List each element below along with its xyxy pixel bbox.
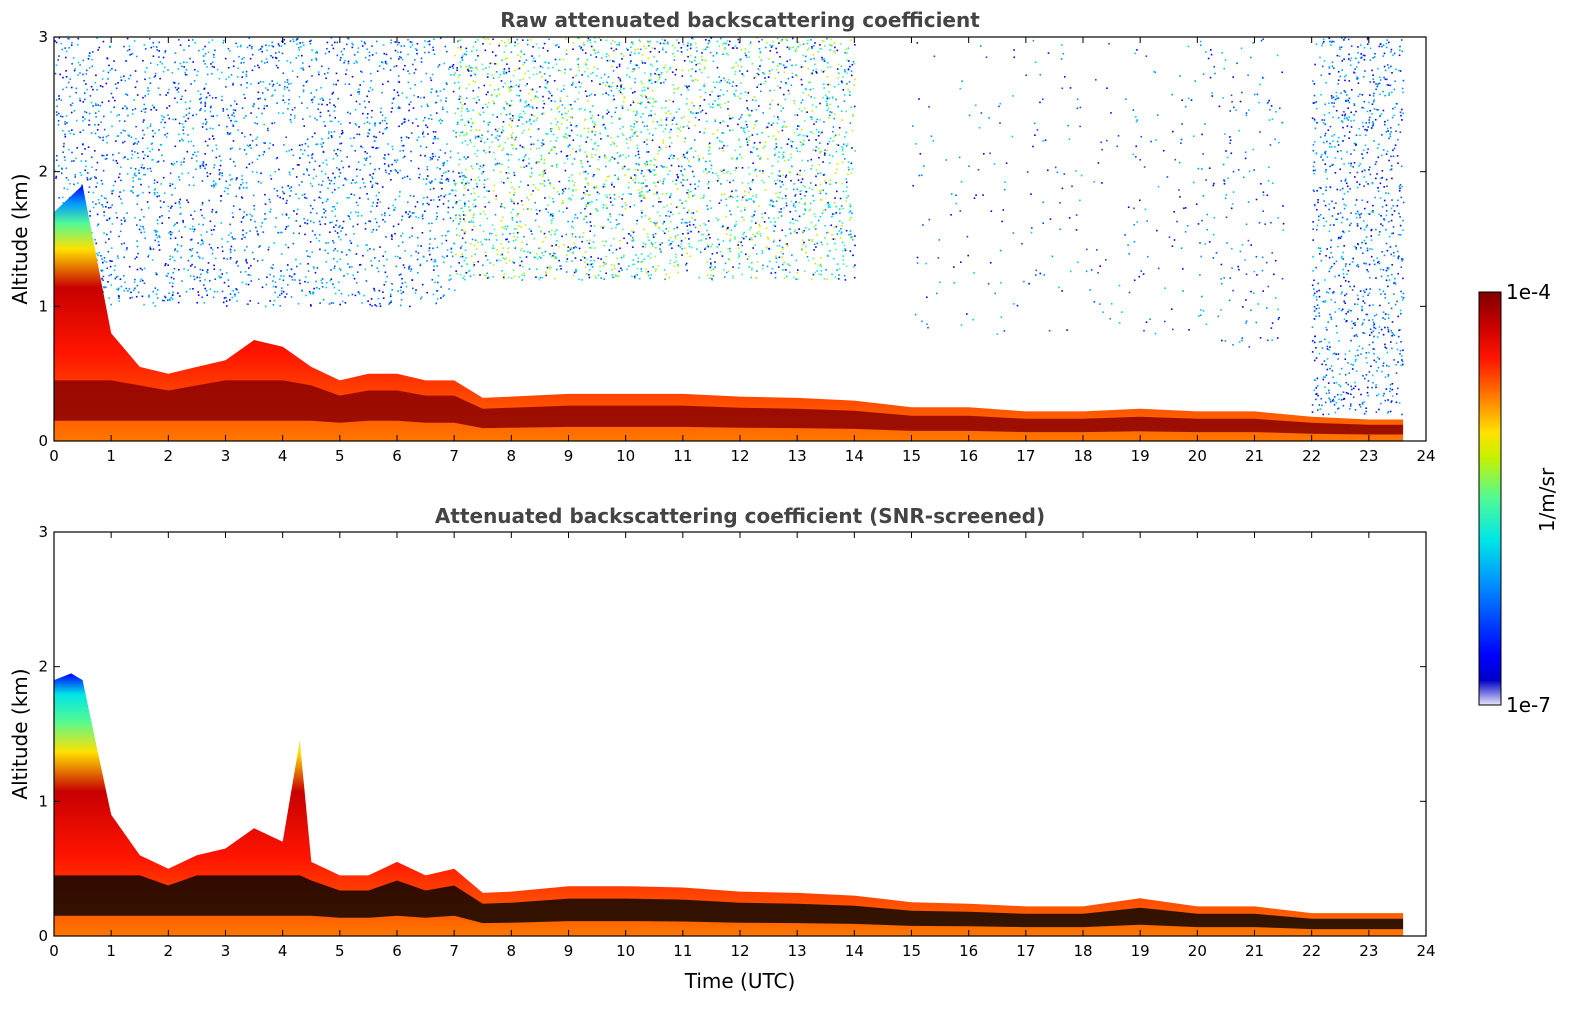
x-tick-label: 13 bbox=[788, 447, 807, 465]
y-tick-label: 2 bbox=[38, 658, 48, 676]
x-tick-label: 16 bbox=[959, 942, 978, 960]
y-tick-label: 3 bbox=[38, 28, 48, 46]
x-tick-label: 16 bbox=[959, 447, 978, 465]
x-tick-label: 24 bbox=[1416, 447, 1435, 465]
x-tick-label: 14 bbox=[845, 447, 864, 465]
x-tick-label: 19 bbox=[1131, 942, 1150, 960]
x-tick-label: 21 bbox=[1245, 942, 1264, 960]
x-axis-label: Time (UTC) bbox=[684, 969, 796, 993]
x-tick-label: 7 bbox=[449, 942, 459, 960]
x-tick-label: 10 bbox=[616, 942, 635, 960]
x-tick-label: 14 bbox=[845, 942, 864, 960]
x-tick-label: 18 bbox=[1073, 447, 1092, 465]
x-tick-label: 17 bbox=[1016, 942, 1035, 960]
y-tick-label: 3 bbox=[38, 523, 48, 541]
panel1-y-ticks: 0 1 2 3 bbox=[38, 28, 1426, 450]
panel1-y-axis-label: Altitude (km) bbox=[8, 173, 32, 304]
panel2-y-ticks: 0 1 2 3 bbox=[38, 523, 1426, 945]
panel1-title: Raw attenuated backscattering coefficien… bbox=[500, 8, 980, 32]
x-tick-label: 5 bbox=[335, 942, 345, 960]
boundary-layer-region bbox=[54, 185, 1404, 441]
x-tick-label: 18 bbox=[1073, 942, 1092, 960]
x-tick-label: 11 bbox=[673, 447, 692, 465]
x-tick-label: 12 bbox=[730, 447, 749, 465]
x-tick-label: 2 bbox=[164, 447, 174, 465]
colorbar-max-label: 1e-4 bbox=[1506, 280, 1551, 304]
x-tick-label: 5 bbox=[335, 447, 345, 465]
noise-speckle-region-4 bbox=[1311, 37, 1405, 416]
x-tick-label: 0 bbox=[49, 942, 59, 960]
x-tick-label: 2 bbox=[164, 942, 174, 960]
noise-speckle-region-1 bbox=[454, 37, 856, 281]
x-tick-label: 23 bbox=[1359, 447, 1378, 465]
x-tick-label: 20 bbox=[1188, 942, 1207, 960]
x-tick-label: 17 bbox=[1016, 447, 1035, 465]
aerosol-core-band bbox=[54, 380, 1404, 435]
x-tick-label: 15 bbox=[902, 447, 921, 465]
panel1-plot-area bbox=[54, 37, 1405, 441]
y-tick-label: 0 bbox=[38, 432, 48, 450]
aerosol-core-band bbox=[54, 875, 1404, 930]
x-tick-label: 1 bbox=[106, 447, 116, 465]
panel2-y-axis-label: Altitude (km) bbox=[8, 668, 32, 799]
x-tick-label: 24 bbox=[1416, 942, 1435, 960]
x-tick-label: 9 bbox=[564, 447, 574, 465]
colorbar-unit-label: 1/m/sr bbox=[1535, 467, 1559, 532]
x-tick-label: 7 bbox=[449, 447, 459, 465]
x-tick-label: 11 bbox=[673, 942, 692, 960]
panel1-x-ticks: 0 1 2 3 4 5 6 7 8 9 10 11 12 13 14 15 16 17 18 19 20 21 22 23 24 bbox=[49, 37, 1436, 465]
colorbar bbox=[1478, 291, 1502, 706]
x-tick-label: 4 bbox=[278, 447, 288, 465]
y-tick-label: 1 bbox=[38, 297, 48, 315]
y-tick-label: 2 bbox=[38, 163, 48, 181]
panel2-title: Attenuated backscattering coefficient (S… bbox=[435, 504, 1045, 528]
x-tick-label: 21 bbox=[1245, 447, 1264, 465]
x-tick-label: 6 bbox=[392, 942, 402, 960]
x-tick-label: 3 bbox=[221, 447, 231, 465]
noise-speckle-region-0 bbox=[54, 37, 456, 308]
panel2-x-ticks: 0 1 2 3 4 5 6 7 8 9 10 11 12 13 14 15 16 17 18 19 20 21 22 23 24 bbox=[49, 532, 1436, 960]
x-tick-label: 22 bbox=[1302, 447, 1321, 465]
x-tick-label: 15 bbox=[902, 942, 921, 960]
x-tick-label: 6 bbox=[392, 447, 402, 465]
colorbar-min-label: 1e-7 bbox=[1506, 693, 1551, 717]
x-tick-label: 4 bbox=[278, 942, 288, 960]
x-tick-label: 19 bbox=[1131, 447, 1150, 465]
x-tick-label: 0 bbox=[49, 447, 59, 465]
x-tick-label: 20 bbox=[1188, 447, 1207, 465]
x-tick-label: 12 bbox=[730, 942, 749, 960]
x-tick-label: 1 bbox=[106, 942, 116, 960]
x-tick-label: 13 bbox=[788, 942, 807, 960]
x-tick-label: 3 bbox=[221, 942, 231, 960]
x-tick-label: 10 bbox=[616, 447, 635, 465]
noise-speckle-region-3 bbox=[1197, 38, 1285, 348]
boundary-layer-region bbox=[54, 673, 1404, 936]
x-tick-label: 22 bbox=[1302, 942, 1321, 960]
panel2-plot-area bbox=[54, 673, 1404, 936]
noise-speckle-region-2 bbox=[912, 39, 1198, 335]
y-tick-label: 0 bbox=[38, 927, 48, 945]
x-tick-label: 23 bbox=[1359, 942, 1378, 960]
y-tick-label: 1 bbox=[38, 792, 48, 810]
x-tick-label: 8 bbox=[507, 942, 517, 960]
x-tick-label: 9 bbox=[564, 942, 574, 960]
x-tick-label: 8 bbox=[507, 447, 517, 465]
